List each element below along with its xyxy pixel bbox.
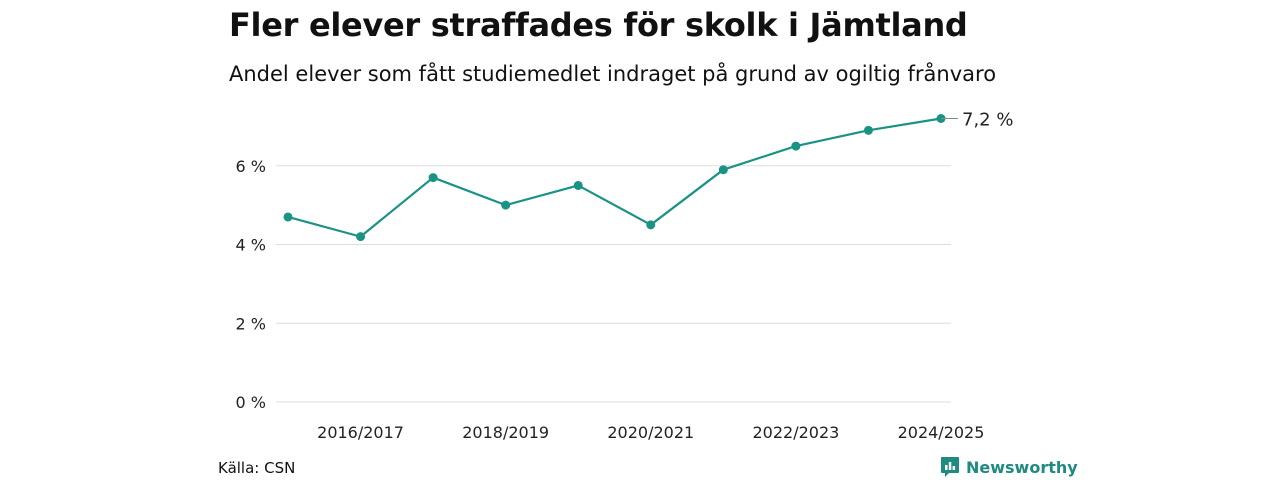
brand-logo: Newsworthy xyxy=(940,456,1078,478)
x-tick-label: 2016/2017 xyxy=(317,423,404,442)
data-point xyxy=(573,180,583,190)
chart-title: Fler elever straffades för skolk i Jämtl… xyxy=(229,6,968,44)
x-tick-label: 2018/2019 xyxy=(462,423,549,442)
data-point xyxy=(646,220,656,230)
source-note: Källa: CSN xyxy=(218,459,296,477)
series-layer xyxy=(283,114,946,242)
end-value-label: 7,2 % xyxy=(962,110,1013,131)
y-tick-label: 4 % xyxy=(236,236,266,255)
x-axis-ticks: 2016/2017 2018/2019 2020/2021 2022/2023 2024… xyxy=(317,423,984,442)
data-point xyxy=(791,141,801,151)
y-tick-label: 2 % xyxy=(236,314,266,333)
y-tick-label: 0 % xyxy=(236,393,266,412)
data-point xyxy=(863,125,873,135)
annotations: 7,2 % xyxy=(941,110,1013,131)
data-point xyxy=(283,212,293,222)
data-point xyxy=(428,173,438,183)
grid-lines xyxy=(276,165,951,403)
data-point xyxy=(718,165,728,175)
bar-chart-bubble-icon xyxy=(941,457,959,477)
data-point xyxy=(501,200,511,210)
brand-name: Newsworthy xyxy=(966,457,1078,477)
y-axis-ticks: 0 % 2 % 4 % 6 % xyxy=(236,157,266,412)
chart-subtitle: Andel elever som fått studiemedlet indra… xyxy=(229,62,997,86)
x-tick-label: 2024/2025 xyxy=(898,423,985,442)
series-line xyxy=(287,117,942,238)
x-tick-label: 2022/2023 xyxy=(752,423,839,442)
y-tick-label: 6 % xyxy=(236,157,266,176)
data-point xyxy=(356,232,366,242)
line-chart: 0 % 2 % 4 % 6 % 2016/2017 2018/2019 2020/2021… xyxy=(236,110,1014,443)
x-tick-label: 2020/2021 xyxy=(607,423,694,442)
